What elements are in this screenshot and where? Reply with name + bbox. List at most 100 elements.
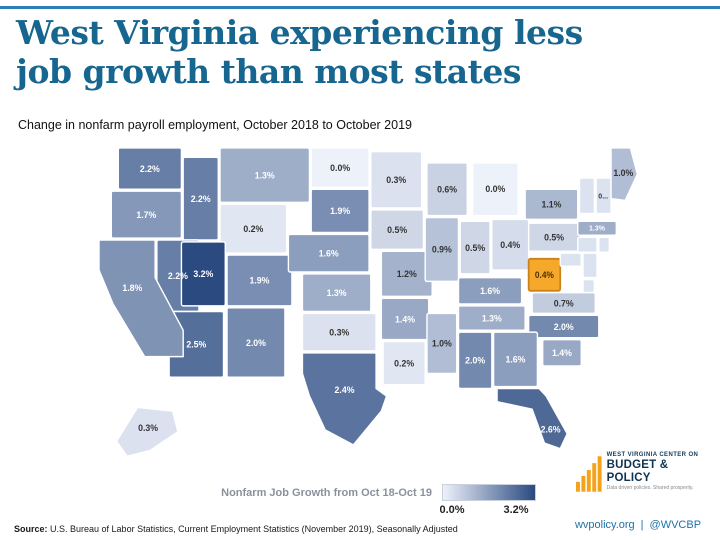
state-NC-label: 2.0% bbox=[554, 322, 574, 332]
state-RI bbox=[598, 236, 611, 253]
state-WY bbox=[219, 203, 288, 254]
state-MO-label: 1.2% bbox=[397, 269, 417, 279]
footer-separator: | bbox=[640, 519, 644, 531]
state-OR-label: 1.7% bbox=[136, 210, 156, 220]
logo-tagline: Data driven policies. Shared prosperity. bbox=[606, 485, 694, 492]
state-VA-label: 0.7% bbox=[554, 298, 574, 308]
state-LA bbox=[382, 340, 426, 386]
legend-max-label: 3.2% bbox=[503, 504, 529, 516]
state-OR bbox=[110, 190, 183, 239]
footer-links: wvpolicy.org | @WVCBP bbox=[560, 519, 716, 531]
state-ME-label: 1.0% bbox=[613, 168, 633, 178]
state-IA-label: 0.5% bbox=[387, 225, 407, 235]
state-WV-label: 0.4% bbox=[535, 270, 554, 280]
state-LA-label: 0.2% bbox=[394, 358, 414, 368]
state-CO bbox=[226, 254, 293, 307]
state-AK bbox=[115, 406, 179, 457]
state-ND-label: 0.0% bbox=[330, 163, 350, 173]
state-SC-label: 1.4% bbox=[552, 348, 572, 358]
state-IA bbox=[370, 209, 425, 251]
source-note: Source: U.S. Bureau of Labor Statistics,… bbox=[14, 524, 534, 534]
state-SD-label: 1.9% bbox=[330, 206, 350, 216]
state-OK bbox=[301, 312, 377, 352]
state-NH-label: 0... bbox=[598, 191, 608, 200]
top-accent-rule bbox=[0, 6, 720, 9]
state-KY-label: 1.6% bbox=[480, 286, 500, 296]
state-VA bbox=[531, 291, 596, 315]
source-text: U.S. Bureau of Labor Statistics, Current… bbox=[47, 524, 458, 534]
logo-org-line2: BUDGET & POLICY bbox=[606, 458, 669, 485]
state-WI bbox=[426, 162, 468, 217]
state-WY-label: 0.2% bbox=[243, 224, 263, 234]
state-IN bbox=[459, 220, 491, 275]
us-map-svg: 2.2% 1.7% 2.2% 1.3% 0.0% 0.3% 0.6% 0.0% 1.1% 0...… bbox=[98, 147, 639, 457]
logo-text: WEST VIRGINIA CENTER ON BUDGET & POLICY … bbox=[607, 452, 714, 492]
state-ID bbox=[182, 156, 219, 241]
state-ND bbox=[310, 147, 370, 189]
state-MI bbox=[471, 162, 519, 217]
legend-caption: Nonfarm Job Growth from Oct 18-Oct 19 bbox=[221, 487, 432, 499]
state-MN bbox=[370, 150, 423, 209]
state-NY-label: 1.1% bbox=[541, 199, 561, 209]
page-title-line2: job growth than most states bbox=[16, 51, 521, 91]
state-VT bbox=[578, 177, 596, 215]
state-UT-label: 3.2% bbox=[193, 269, 213, 279]
legend-gradient-bar bbox=[442, 484, 536, 501]
state-OK-label: 0.3% bbox=[329, 327, 349, 337]
state-GA bbox=[492, 331, 539, 388]
logo-org-line1: WEST VIRGINIA CENTER ON bbox=[606, 452, 699, 458]
state-WI-label: 0.6% bbox=[437, 184, 457, 194]
state-TN bbox=[457, 305, 526, 332]
state-ID-label: 2.2% bbox=[191, 194, 211, 204]
state-TX bbox=[301, 352, 388, 446]
state-KS bbox=[301, 273, 372, 313]
wvcbp-logo: WEST VIRGINIA CENTER ON BUDGET & POLICY … bbox=[576, 452, 714, 492]
state-MT bbox=[219, 147, 311, 204]
state-NE bbox=[287, 233, 370, 273]
social-handle-link[interactable]: @WVCBP bbox=[649, 519, 702, 531]
state-KY bbox=[457, 276, 523, 305]
state-NC bbox=[527, 314, 600, 339]
state-WV bbox=[527, 257, 562, 292]
page-title-line1: West Virginia experiencing less bbox=[16, 13, 583, 52]
page-title: West Virginia experiencing less job grow… bbox=[16, 13, 706, 91]
state-AK-label: 0.3% bbox=[138, 423, 158, 433]
state-CA-label: 1.8% bbox=[122, 283, 142, 293]
state-MA bbox=[577, 220, 618, 237]
state-AR-label: 1.4% bbox=[395, 314, 415, 324]
state-MI-label: 0.0% bbox=[485, 184, 505, 194]
website-link[interactable]: wvpolicy.org bbox=[574, 519, 635, 531]
state-SC bbox=[541, 338, 582, 367]
state-WA bbox=[117, 147, 183, 190]
bar-chart-icon bbox=[576, 456, 602, 492]
state-NE-label: 1.6% bbox=[319, 248, 339, 258]
source-prefix: Source: bbox=[14, 524, 48, 534]
state-NJ bbox=[582, 252, 598, 279]
state-ME bbox=[610, 147, 639, 202]
state-DE bbox=[582, 278, 596, 294]
state-IL-label: 0.9% bbox=[432, 244, 452, 254]
state-NV-label: 2.2% bbox=[168, 271, 188, 281]
state-IN-label: 0.5% bbox=[465, 243, 485, 253]
state-IL bbox=[424, 216, 460, 283]
state-NM-label: 2.0% bbox=[246, 338, 266, 348]
state-MA-label: 1.3% bbox=[589, 223, 605, 232]
state-MS-label: 1.0% bbox=[432, 338, 452, 348]
state-SD bbox=[310, 188, 370, 234]
state-AL bbox=[457, 331, 493, 390]
state-GA-label: 1.6% bbox=[506, 354, 526, 364]
state-CO-label: 1.9% bbox=[249, 275, 269, 285]
state-KS-label: 1.3% bbox=[327, 288, 347, 298]
state-FL-label: 2.6% bbox=[541, 424, 561, 434]
state-OH-label: 0.4% bbox=[500, 240, 520, 250]
state-MN-label: 0.3% bbox=[386, 175, 406, 185]
us-choropleth-map: 2.2% 1.7% 2.2% 1.3% 0.0% 0.3% 0.6% 0.0% 1.1% 0...… bbox=[92, 146, 640, 460]
state-WA-label: 2.2% bbox=[140, 164, 160, 174]
state-OH bbox=[491, 218, 530, 271]
legend-min-label: 0.0% bbox=[439, 504, 465, 516]
state-NM bbox=[226, 306, 286, 379]
state-MS bbox=[426, 312, 458, 375]
state-AL-label: 2.0% bbox=[465, 355, 485, 365]
state-MD bbox=[559, 252, 582, 268]
